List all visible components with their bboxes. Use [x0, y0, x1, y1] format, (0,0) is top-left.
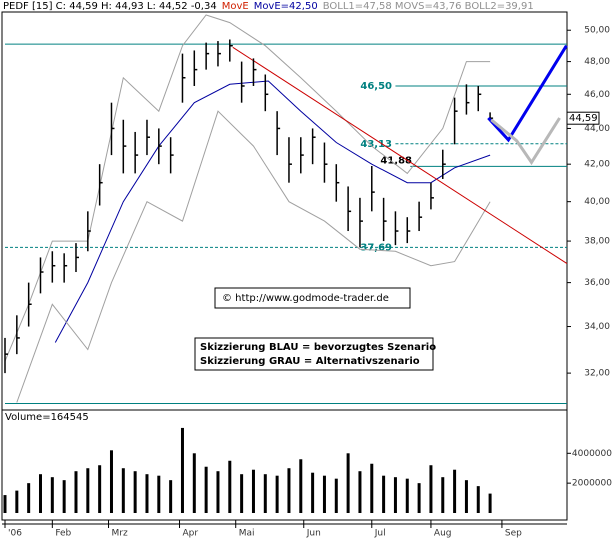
- level-label: 41,88: [380, 155, 412, 166]
- volume-bar: [275, 475, 279, 513]
- volume-bar: [15, 490, 19, 513]
- volume-bar: [109, 450, 113, 513]
- volume-bar: [382, 475, 386, 513]
- volume-bar: [311, 472, 315, 513]
- volume-bar: [405, 478, 409, 513]
- x-tick-label: Apr: [183, 529, 199, 539]
- volume-bar: [263, 474, 267, 513]
- volume-bar: [488, 493, 492, 513]
- volume-title: Volume=164545: [5, 412, 89, 423]
- volume-bar: [121, 468, 125, 513]
- trendline: [232, 46, 568, 265]
- y-tick-label: 44,00: [584, 124, 610, 134]
- x-tick-label: Jul: [374, 529, 386, 539]
- level-label: 37,69: [360, 242, 392, 253]
- scenario-line: [487, 44, 568, 143]
- y-tick-label: 34,00: [584, 322, 610, 332]
- volume-bar: [204, 466, 208, 513]
- volume-bar: [169, 480, 173, 513]
- y-tick-label: 36,00: [584, 278, 610, 288]
- indicator-line: [16, 110, 491, 403]
- level-label: 46,50: [360, 81, 392, 92]
- volume-bar: [86, 468, 90, 513]
- x-tick-label: Aug: [434, 529, 452, 539]
- volume-bar: [346, 453, 350, 513]
- copyright: © http://www.godmode-trader.de: [222, 293, 389, 304]
- last-price-box: [566, 111, 600, 125]
- y-tick-label: 48,00: [584, 57, 610, 67]
- volume-bar: [180, 427, 184, 513]
- volume-bar: [74, 471, 78, 513]
- header-part: BOLL1=47,58 MOVS=43,76 BOLL2=39,91: [323, 1, 534, 12]
- volume-bar: [464, 480, 468, 513]
- volume-panel: [1, 409, 568, 521]
- volume-bar: [98, 465, 102, 513]
- y-tick-label: 32,00: [584, 369, 610, 379]
- x-tick-label: Mai: [239, 529, 255, 539]
- notes-box: [194, 337, 434, 371]
- volume-bar: [240, 474, 244, 513]
- volume-bar: [370, 463, 374, 513]
- volume-bar: [145, 474, 149, 513]
- indicator-line: [4, 14, 491, 362]
- note: Skizzierung GRAU = Alternativszenario: [200, 356, 420, 367]
- volume-bar: [38, 474, 42, 513]
- y-tick-label: 38,00: [584, 237, 610, 247]
- x-tick-label: Jun: [306, 529, 321, 539]
- header-part: MovE: [222, 1, 249, 12]
- header-part: MovE=42,50: [254, 1, 318, 12]
- volume-bar: [358, 471, 362, 513]
- level-label: 43,13: [360, 139, 392, 150]
- volume-bar: [192, 453, 196, 513]
- x-tick-label: Feb: [55, 529, 71, 539]
- copyright-box: [214, 287, 411, 309]
- x-tick-label: Mrz: [112, 529, 128, 539]
- volume-bar: [50, 477, 54, 513]
- volume-bar: [417, 483, 421, 513]
- volume-bar: [216, 471, 220, 513]
- header-part: PEDF [15] C: 44,59 H: 44,93 L: 44,52 -0,…: [3, 1, 217, 12]
- volume-bar: [441, 477, 445, 513]
- volume-bar: [334, 478, 338, 513]
- volume-bar: [476, 486, 480, 513]
- last-price-label: 44,59: [569, 113, 598, 124]
- y-tick-label: 2000000: [572, 479, 612, 489]
- header: PEDF [15] C: 44,59 H: 44,93 L: 44,52 -0,…: [3, 1, 534, 12]
- y-tick-label: 46,00: [584, 90, 610, 100]
- y-tick-label: 4000000: [572, 449, 612, 459]
- volume-bar: [62, 480, 66, 513]
- volume-bar: [322, 475, 326, 513]
- x-tick-label: '06: [8, 529, 22, 539]
- volume-bar: [228, 460, 232, 513]
- volume-bar: [3, 495, 7, 513]
- y-tick-label: 42,00: [584, 160, 610, 170]
- volume-bar: [393, 477, 397, 513]
- volume-bar: [429, 465, 433, 513]
- volume-bar: [287, 468, 291, 513]
- volume-bar: [133, 471, 137, 513]
- y-tick-label: 40,00: [584, 197, 610, 207]
- volume-bar: [27, 483, 31, 513]
- note: Skizzierung BLAU = bevorzugtes Szenario: [200, 342, 436, 353]
- volume-bar: [157, 475, 161, 513]
- scenario-line: [490, 117, 561, 166]
- volume-bar: [299, 459, 303, 513]
- indicator-line: [54, 80, 491, 343]
- volume-bar: [251, 469, 255, 513]
- y-tick-label: 50,00: [584, 26, 610, 36]
- x-tick-label: Sep: [505, 529, 522, 539]
- volume-bar: [453, 469, 457, 513]
